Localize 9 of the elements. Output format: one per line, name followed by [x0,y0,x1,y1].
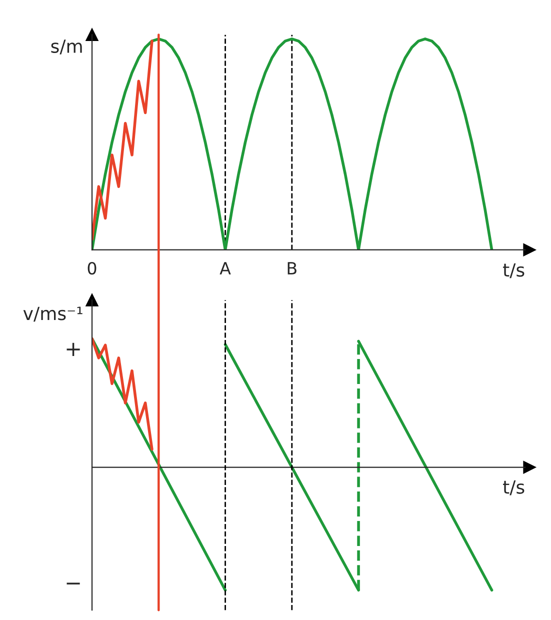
x-tick-label: B [288,262,296,274]
y-axis-title: s/m [51,40,82,54]
text: − [66,582,80,584]
x-tick-label: 0 [88,262,96,275]
text: + [66,342,80,356]
x-axis-title: t/s [503,263,524,278]
x-tick-label: A [220,262,231,274]
x-axis-title: t/s [503,480,524,496]
y-axis-title: v/ms⁻¹ [23,306,82,322]
